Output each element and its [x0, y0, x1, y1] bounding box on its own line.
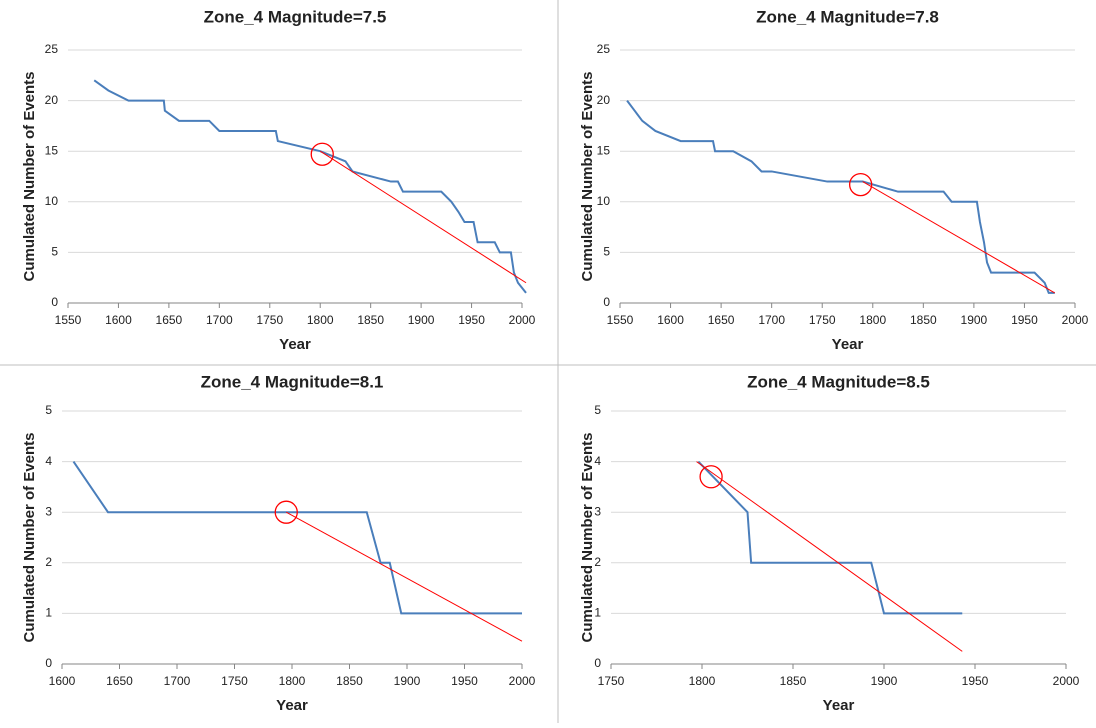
x-tick-label: 1950 [458, 313, 485, 327]
x-tick-label: 1700 [164, 674, 191, 688]
chart-title: Zone_4 Magnitude=8.1 [201, 372, 384, 391]
chart-panel: 0 5 10 15 20 25 1550 1600 1650 1700 1750 1800 1850 19… [579, 7, 1089, 352]
x-axis-title: Year [832, 336, 864, 353]
x-tick-label: 1600 [49, 674, 76, 688]
chart-panel: 0 5 10 15 20 25 1550 1600 1650 1700 1750 1800 1850 19… [21, 7, 536, 352]
y-tick-label: 5 [594, 403, 601, 417]
data-line [72, 461, 522, 615]
chart-panel: 0 1 2 3 4 5 1600 1650 1700 1750 1800 1850 1900 1950 20… [21, 372, 536, 713]
y-axis-title: Cumulated Number of Events [21, 432, 38, 642]
x-tick-label: 2000 [509, 674, 536, 688]
data-line [626, 100, 1055, 294]
y-tick-label: 10 [597, 194, 611, 208]
x-tick-label: 1800 [279, 674, 306, 688]
y-tick-label: 0 [603, 295, 610, 309]
x-tick-label: 1850 [357, 313, 384, 327]
fit-line [286, 511, 523, 642]
y-tick-label: 4 [45, 454, 52, 468]
fit-line [319, 150, 527, 284]
x-tick-label: 1550 [55, 313, 82, 327]
y-tick-label: 2 [594, 555, 601, 569]
x-tick-label: 1600 [105, 313, 132, 327]
highlight-circle [699, 465, 723, 489]
y-tick-label: 5 [45, 403, 52, 417]
y-tick-label: 10 [45, 194, 59, 208]
x-axis-title: Year [276, 697, 308, 714]
x-tick-label: 1750 [221, 674, 248, 688]
highlight-circle [848, 172, 873, 197]
x-tick-label: 2000 [509, 313, 536, 327]
x-tick-label: 1900 [408, 313, 435, 327]
x-tick-label: 1650 [106, 674, 133, 688]
x-tick-label: 1750 [809, 313, 836, 327]
x-tick-label: 1600 [657, 313, 684, 327]
y-tick-label: 25 [597, 42, 611, 56]
x-tick-label: 1750 [598, 674, 625, 688]
x-tick-label: 1950 [962, 674, 989, 688]
x-tick-label: 1900 [394, 674, 421, 688]
x-tick-label: 1550 [607, 313, 634, 327]
data-line [93, 79, 527, 294]
chart-title: Zone_4 Magnitude=7.5 [204, 7, 387, 26]
x-tick-label: 1800 [689, 674, 716, 688]
chart-title: Zone_4 Magnitude=8.5 [747, 372, 930, 391]
y-tick-label: 1 [594, 606, 601, 620]
x-tick-label: 1700 [206, 313, 233, 327]
x-tick-label: 1650 [708, 313, 735, 327]
x-tick-label: 1850 [336, 674, 363, 688]
y-tick-label: 20 [597, 93, 611, 107]
y-tick-label: 15 [597, 143, 611, 157]
y-tick-label: 0 [45, 656, 52, 670]
y-tick-label: 0 [51, 295, 58, 309]
y-tick-label: 4 [594, 454, 601, 468]
y-tick-label: 3 [594, 504, 601, 518]
fit-line [862, 181, 1056, 294]
x-tick-label: 1800 [307, 313, 334, 327]
y-tick-label: 20 [45, 93, 59, 107]
x-tick-label: 1800 [859, 313, 886, 327]
highlight-circle [310, 142, 334, 166]
chart-title: Zone_4 Magnitude=7.8 [756, 7, 939, 26]
x-tick-label: 1650 [156, 313, 183, 327]
y-axis-title: Cumulated Number of Events [21, 71, 38, 281]
y-tick-label: 5 [603, 245, 610, 259]
x-tick-label: 1950 [451, 674, 478, 688]
x-tick-label: 1850 [910, 313, 937, 327]
y-tick-label: 1 [45, 606, 52, 620]
x-axis-title: Year [279, 336, 311, 353]
highlight-circle [274, 500, 298, 524]
x-tick-label: 1900 [871, 674, 898, 688]
y-tick-label: 3 [45, 504, 52, 518]
x-tick-label: 1900 [961, 313, 988, 327]
x-tick-label: 2000 [1062, 313, 1089, 327]
x-tick-label: 1950 [1011, 313, 1038, 327]
y-tick-label: 5 [51, 245, 58, 259]
x-tick-label: 1750 [256, 313, 283, 327]
y-tick-label: 0 [594, 656, 601, 670]
y-axis-title: Cumulated Number of Events [579, 71, 596, 281]
fit-line [696, 461, 963, 652]
y-tick-label: 15 [45, 143, 59, 157]
x-tick-label: 1700 [758, 313, 785, 327]
x-tick-label: 1850 [780, 674, 807, 688]
y-tick-label: 25 [45, 42, 59, 56]
data-line [697, 460, 963, 615]
chart-panel: 0 1 2 3 4 5 1750 1800 1850 1900 1950 2000 Zone_4 Mag… [579, 372, 1080, 713]
x-axis-title: Year [823, 697, 855, 714]
y-tick-label: 2 [45, 555, 52, 569]
y-axis-title: Cumulated Number of Events [579, 432, 596, 642]
x-tick-label: 2000 [1053, 674, 1080, 688]
